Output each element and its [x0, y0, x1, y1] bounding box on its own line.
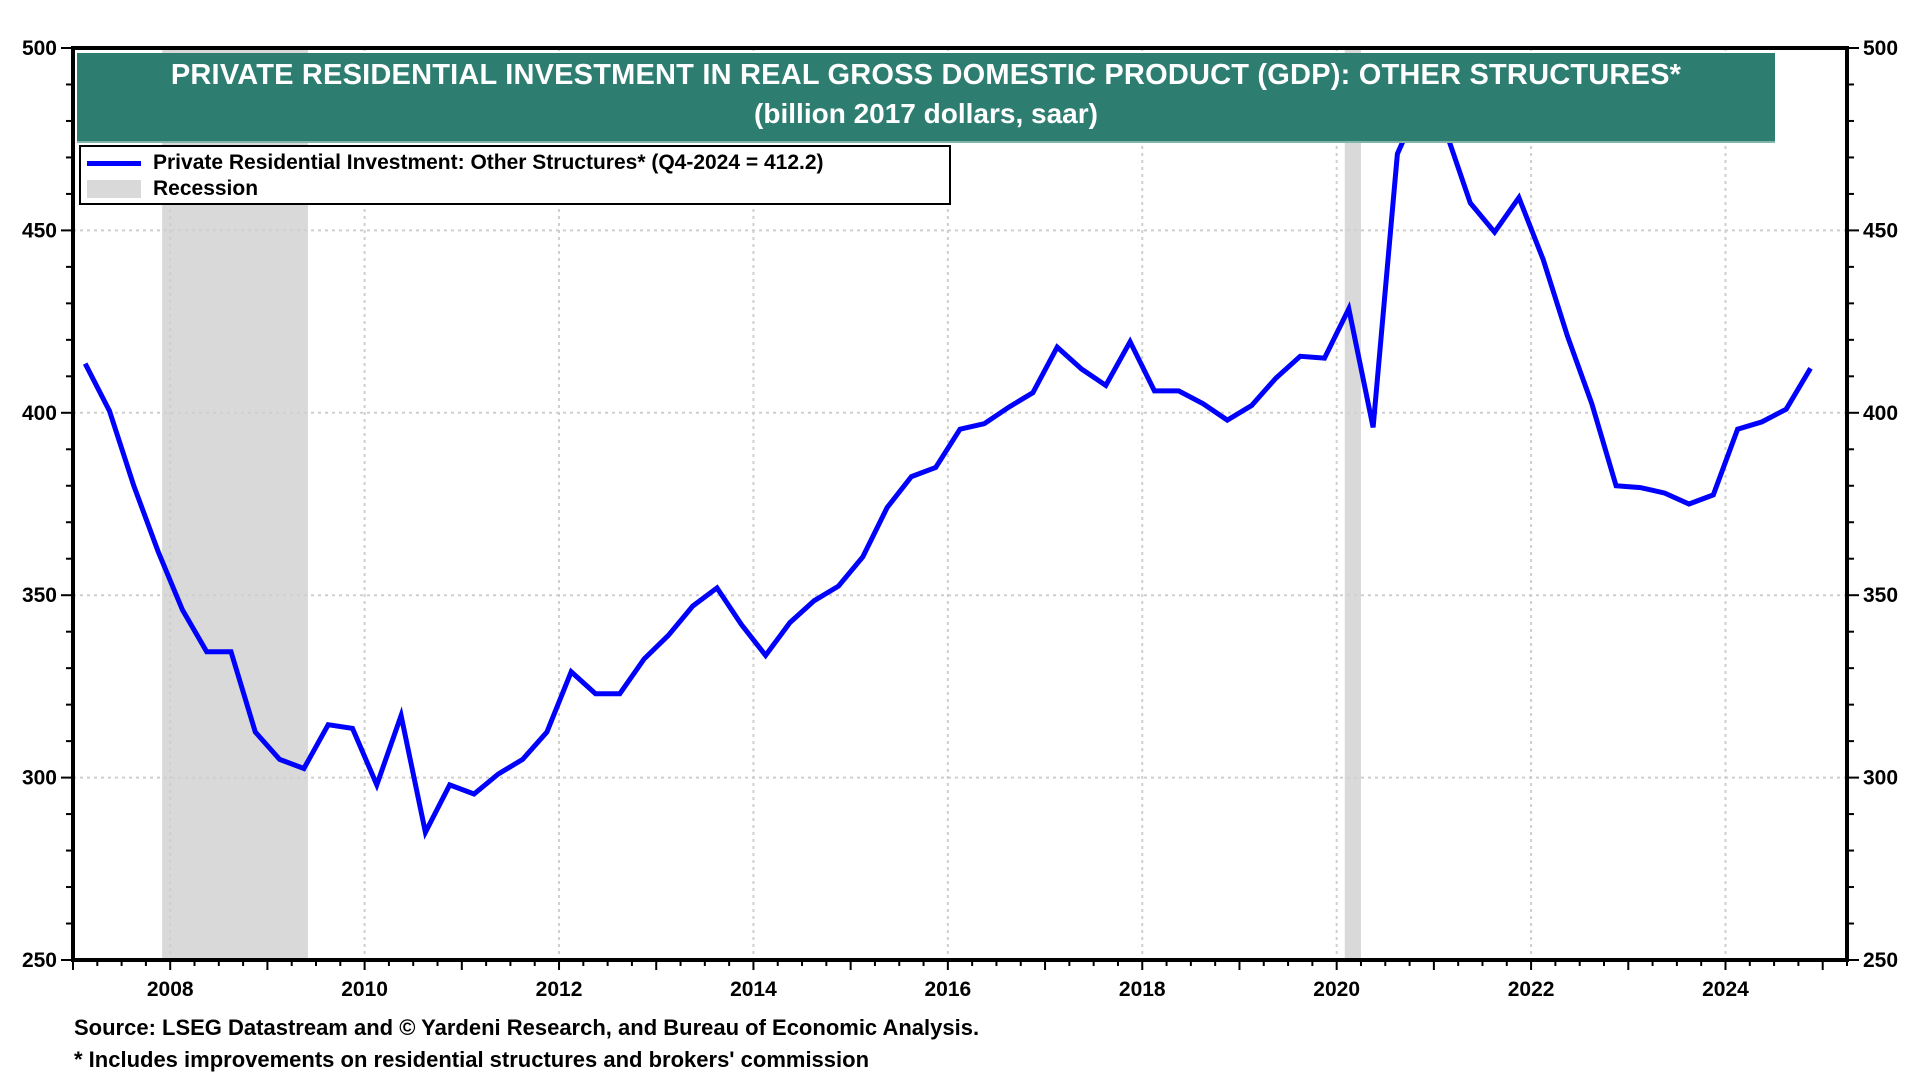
y-tick-label-right: 250 [1863, 949, 1898, 972]
legend-label-series: Private Residential Investment: Other St… [153, 151, 824, 174]
y-tick-label-left: 300 [22, 767, 57, 790]
legend-label-recession: Recession [153, 177, 259, 200]
x-tick-label: 2008 [147, 978, 194, 1001]
series-layer [82, 94, 1813, 840]
y-tick-label-right: 450 [1863, 219, 1898, 242]
chart-title-banner: PRIVATE RESIDENTIAL INVESTMENT IN REAL G… [77, 53, 1775, 143]
footnote: * Includes improvements on residential s… [74, 1047, 870, 1072]
x-tick-label: 2024 [1702, 978, 1749, 1001]
x-tick-label: 2016 [924, 978, 971, 1001]
legend-item-series: Private Residential Investment: Other St… [87, 150, 824, 176]
chart-title: PRIVATE RESIDENTIAL INVESTMENT IN REAL G… [170, 59, 1682, 91]
x-tick-label: 2010 [341, 978, 388, 1001]
x-tick-label: 2012 [536, 978, 583, 1001]
series-line [82, 94, 1813, 840]
axes-layer [61, 46, 1859, 970]
x-tick-label: 2014 [730, 978, 777, 1001]
x-tick-label: 2022 [1508, 978, 1555, 1001]
x-tick-label: 2018 [1119, 978, 1166, 1001]
y-tick-label-left: 500 [22, 37, 57, 60]
source-note: Source: LSEG Datastream and © Yardeni Re… [74, 1015, 980, 1040]
plot-frame [71, 46, 1849, 962]
y-tick-label-right: 400 [1863, 402, 1898, 425]
legend-line-swatch [87, 160, 141, 166]
y-tick-label-left: 350 [22, 584, 57, 607]
chart-subtitle: (billion 2017 dollars, saar) [754, 98, 1098, 129]
y-tick-label-left: 250 [22, 949, 57, 972]
y-tick-label-right: 500 [1863, 37, 1898, 60]
y-tick-label-left: 400 [22, 402, 57, 425]
legend-item-recession: Recession [87, 176, 258, 202]
y-tick-label-right: 300 [1863, 767, 1898, 790]
y-tick-label-right: 350 [1863, 584, 1898, 607]
grid-layer [73, 48, 1847, 960]
ticklabel-layer: 250 250 300 300 350 350 400 400 450 450 500 500 2008… [22, 37, 1898, 1001]
x-tick-label: 2020 [1313, 978, 1360, 1001]
legend-recession-swatch [87, 180, 141, 198]
legend: Private Residential Investment: Other St… [79, 145, 951, 205]
y-tick-label-left: 450 [22, 219, 57, 242]
recession-band [1344, 48, 1361, 960]
